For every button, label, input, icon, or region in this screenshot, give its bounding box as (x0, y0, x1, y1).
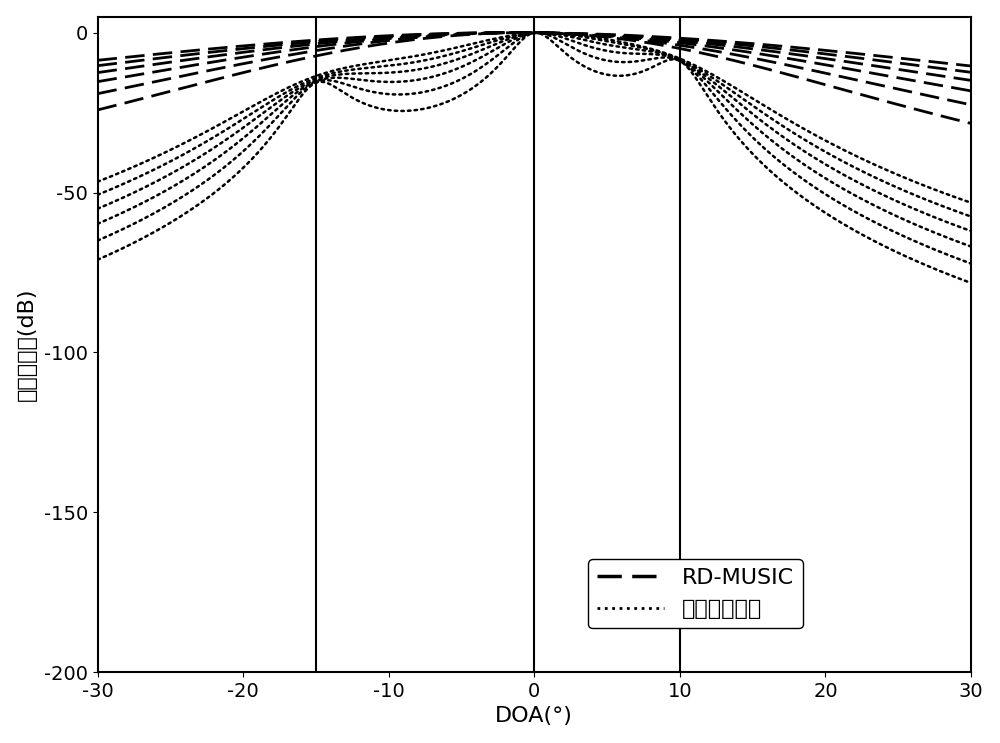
Y-axis label: 归一化谱值(dB): 归一化谱值(dB) (17, 288, 37, 401)
X-axis label: DOA(°): DOA(°) (495, 707, 573, 727)
Legend: RD-MUSIC, 本发明的算法: RD-MUSIC, 本发明的算法 (588, 559, 803, 628)
